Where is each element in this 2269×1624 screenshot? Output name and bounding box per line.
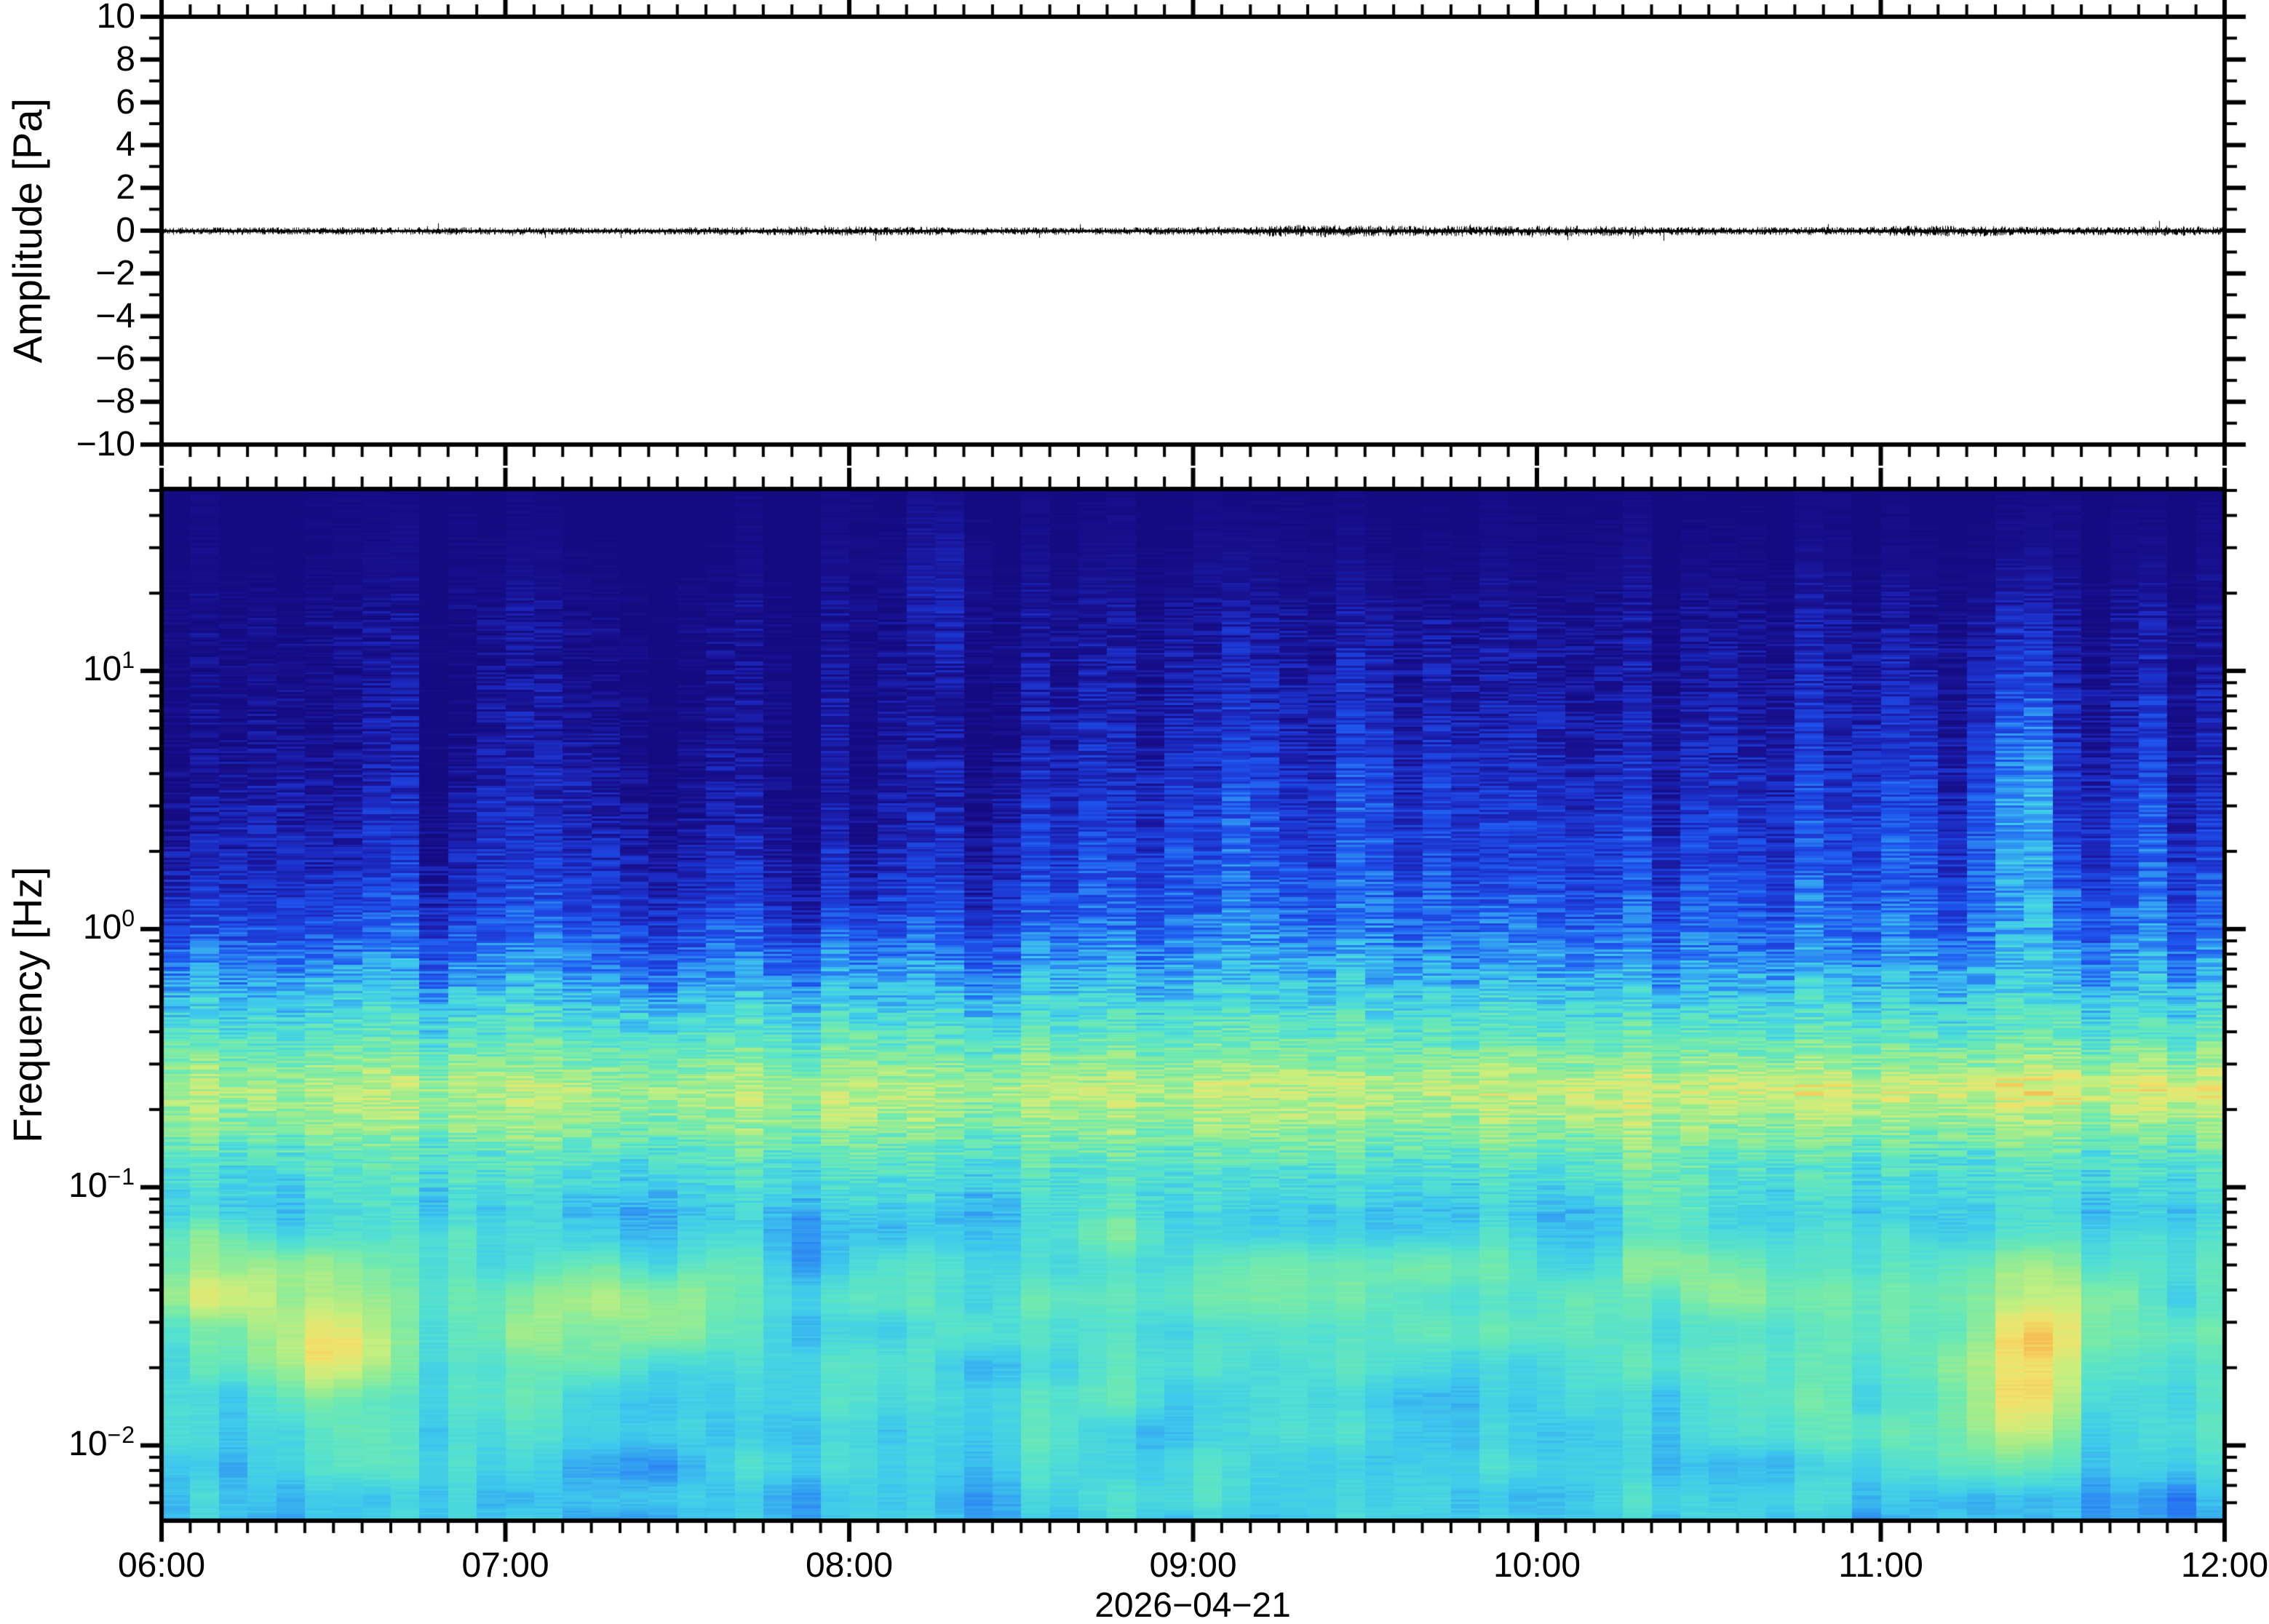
frequency-axis-title: Frequency [Hz] [4, 867, 50, 1143]
amplitude-tick-label-8: 8 [116, 39, 135, 79]
amplitude-tick-label--4: −4 [95, 296, 135, 335]
time-tick-label-1000: 10:00 [1493, 1546, 1581, 1585]
time-tick-label-0600: 06:00 [117, 1546, 206, 1585]
amplitude-tick-label-10: 10 [96, 0, 135, 36]
time-tick-label-0700: 07:00 [461, 1546, 549, 1585]
amplitude-tick-label--2: −2 [95, 253, 135, 292]
amplitude-tick-label-0: 0 [116, 211, 135, 250]
frequency-tick-label-1e0: 100 [82, 904, 135, 947]
amplitude-tick-label--8: −8 [95, 382, 135, 421]
date-label: 2026−04−21 [1094, 1586, 1291, 1624]
frequency-tick-label-1e1: 101 [82, 647, 135, 689]
time-tick-label-0800: 08:00 [805, 1546, 894, 1585]
time-tick-label-1100: 11:00 [1838, 1546, 1923, 1585]
time-tick-label-0900: 09:00 [1149, 1546, 1237, 1585]
amplitude-tick-label--6: −6 [95, 339, 135, 378]
amplitude-tick-label-6: 6 [116, 82, 135, 122]
amplitude-tick-label-2: 2 [116, 168, 135, 207]
frequency-tick-label-1e-1: 10−1 [68, 1163, 135, 1205]
amplitude-tick-label-4: 4 [116, 125, 135, 164]
amplitude-tick-label--10: −10 [76, 425, 135, 463]
frequency-tick-label-1e-2: 10−2 [68, 1421, 135, 1463]
time-tick-label-1200: 12:00 [2180, 1546, 2269, 1585]
